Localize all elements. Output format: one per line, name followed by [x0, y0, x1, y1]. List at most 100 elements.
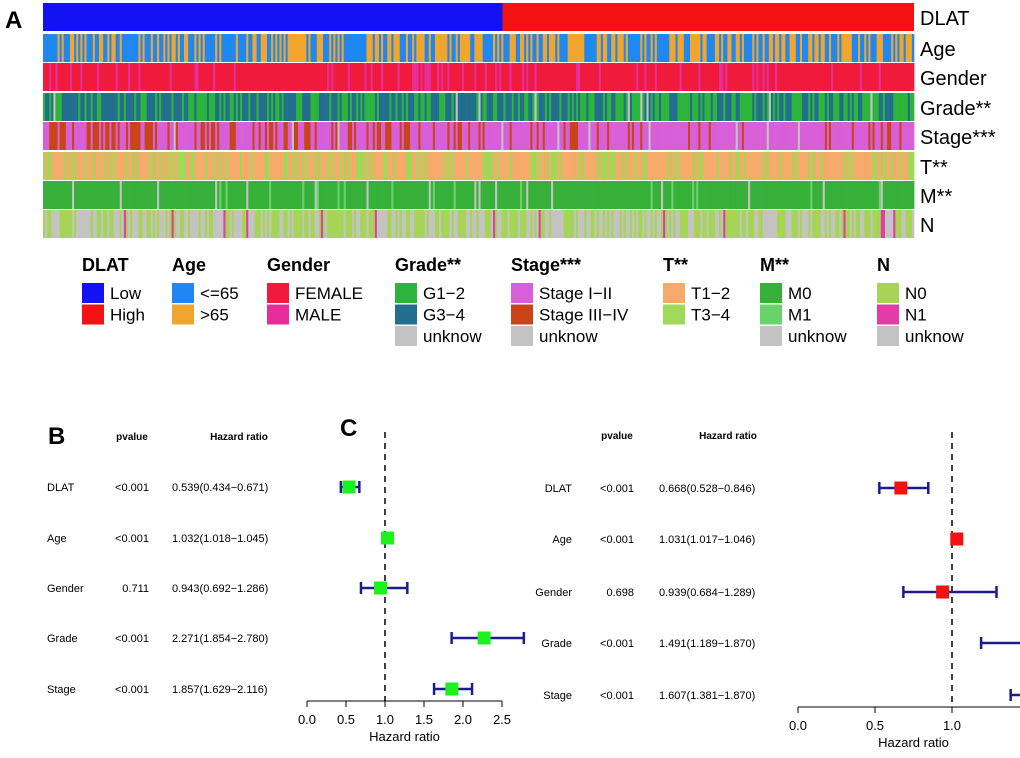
heatmap-cell — [275, 122, 278, 150]
heatmap-cell — [441, 63, 444, 91]
heatmap-cell — [92, 93, 96, 121]
heatmap-cell — [337, 122, 340, 150]
heatmap-cell — [343, 210, 347, 238]
heatmap-cell — [246, 63, 249, 91]
heatmap-cell — [47, 152, 50, 180]
heatmap-cell — [474, 152, 477, 180]
row-pvalue: <0.001 — [600, 690, 634, 702]
heatmap-cell — [157, 34, 160, 62]
heatmap-cell — [148, 181, 152, 209]
heatmap-cell — [671, 34, 674, 62]
heatmap-cell — [553, 93, 556, 121]
heatmap-cell — [466, 152, 469, 180]
heatmap-cell — [445, 152, 448, 180]
heatmap-cell — [281, 93, 284, 121]
heatmap-cell — [163, 122, 166, 150]
heatmap-cell — [314, 93, 318, 121]
heatmap-cell — [482, 34, 486, 62]
heatmap-cell — [519, 93, 523, 121]
heatmap-cell — [654, 63, 658, 91]
heatmap-cell — [152, 34, 156, 62]
heatmap-cell — [515, 34, 519, 62]
heatmap-cell — [383, 210, 386, 238]
heatmap-cell — [733, 152, 736, 180]
heatmap-cell — [86, 152, 89, 180]
heatmap-cell — [333, 152, 336, 180]
heatmap-cell — [59, 34, 63, 62]
heatmap-cell — [638, 63, 641, 91]
heatmap-cell — [486, 122, 490, 150]
heatmap-cell — [708, 93, 712, 121]
heatmap-cell — [314, 152, 318, 180]
heatmap-cell — [184, 152, 187, 180]
heatmap-cell — [808, 122, 811, 150]
heatmap-cell — [841, 34, 844, 62]
heatmap-cell — [233, 210, 237, 238]
heatmap-cell — [283, 93, 286, 121]
heatmap-cell — [528, 93, 531, 121]
heatmap-cell — [526, 34, 529, 62]
heatmap-cell — [414, 152, 417, 180]
heatmap-cell — [806, 152, 809, 180]
heatmap-cell — [57, 34, 60, 62]
heatmap-cell — [872, 122, 875, 150]
heatmap-cell — [150, 34, 154, 62]
heatmap-cell — [78, 93, 81, 121]
heatmap-cell — [549, 152, 552, 180]
heatmap-cell — [422, 122, 425, 150]
heatmap-cell — [96, 93, 100, 121]
heatmap-cell — [308, 181, 311, 209]
heatmap-cell — [320, 93, 324, 121]
heatmap-cell — [200, 122, 204, 150]
heatmap-cell — [818, 210, 822, 238]
heatmap-cell — [65, 181, 69, 209]
heatmap-cell — [889, 93, 892, 121]
heatmap-cell — [779, 122, 782, 150]
heatmap-cell — [248, 34, 251, 62]
heatmap-cell — [235, 152, 239, 180]
heatmap-cell — [911, 93, 915, 121]
heatmap-cell — [237, 122, 241, 150]
heatmap-cell — [69, 181, 73, 209]
heatmap-cell — [802, 152, 805, 180]
heatmap-cell — [262, 63, 266, 91]
heatmap-cell — [490, 34, 494, 62]
heatmap-cell — [700, 93, 703, 121]
heatmap-cell — [352, 34, 355, 62]
heatmap-cell — [53, 122, 56, 150]
heatmap-cell — [613, 63, 616, 91]
heatmap-cell — [105, 152, 108, 180]
heatmap-cell — [887, 93, 890, 121]
heatmap-cell — [822, 181, 826, 209]
heatmap-cell — [420, 34, 423, 62]
heatmap-cell — [536, 122, 539, 150]
heatmap-cell — [866, 210, 869, 238]
heatmap-cell — [490, 152, 494, 180]
heatmap-cell — [432, 210, 436, 238]
heatmap-cell — [437, 152, 440, 180]
heatmap-cell — [312, 63, 316, 91]
heatmap-cell — [277, 122, 280, 150]
heatmap-cell — [293, 93, 297, 121]
heatmap-cell — [849, 122, 853, 150]
heatmap-cell — [63, 152, 67, 180]
heatmap-cell — [891, 152, 894, 180]
heatmap-cell — [833, 122, 836, 150]
heatmap-cell — [611, 34, 614, 62]
heatmap-cell — [493, 122, 496, 150]
heatmap-cell — [611, 210, 614, 238]
heatmap-cell — [663, 63, 666, 91]
ci-row — [380, 531, 394, 545]
heatmap-cell — [345, 181, 349, 209]
heatmap-cell — [625, 210, 629, 238]
heatmap-cell — [727, 152, 730, 180]
heatmap-cell — [447, 181, 450, 209]
heatmap-cell — [341, 152, 345, 180]
heatmap-cell — [405, 152, 409, 180]
heatmap-cell — [186, 210, 189, 238]
heatmap-cell — [588, 93, 591, 121]
heatmap-cell — [482, 181, 486, 209]
heatmap-cell — [768, 93, 772, 121]
heatmap-cell — [414, 34, 417, 62]
